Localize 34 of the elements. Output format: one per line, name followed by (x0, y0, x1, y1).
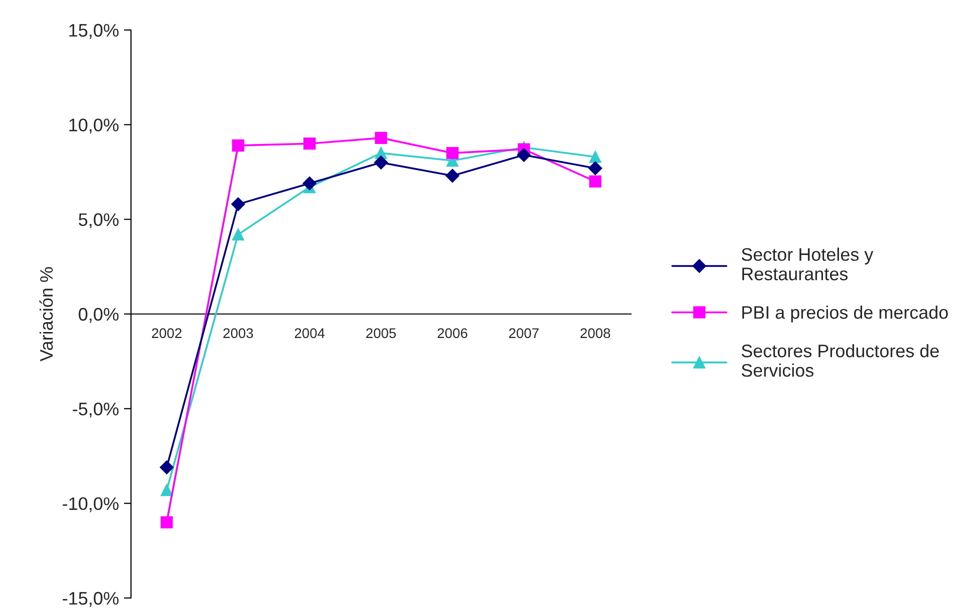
x-tick-label: 2003 (223, 328, 253, 338)
point (446, 168, 460, 183)
y-axis-title: Variación % (39, 267, 53, 362)
y-tick-label: 10,0% (69, 118, 119, 134)
y-tick-label: -5,0% (72, 402, 119, 418)
point (303, 138, 316, 150)
point (302, 176, 316, 190)
point (516, 148, 531, 162)
point (374, 132, 388, 144)
point (160, 460, 174, 474)
legend-label: Sector Hoteles y Restaurantes (742, 248, 874, 280)
x-tick-label: 2005 (366, 328, 396, 338)
legend-label: Sectores Productores de Servicios (742, 344, 939, 377)
point (232, 228, 244, 241)
x-tick-label: 2008 (580, 328, 610, 338)
point (589, 150, 602, 163)
point (231, 197, 246, 212)
x-tick-label: 2007 (509, 328, 539, 338)
point (446, 146, 459, 160)
point (232, 139, 244, 152)
y-tick-label: -15,0% (62, 592, 119, 607)
x-tick-label: 2006 (438, 328, 468, 338)
x-tick-label: 2004 (294, 328, 325, 338)
point (160, 516, 173, 528)
y-tick-label: 0,0% (78, 308, 119, 323)
point (160, 484, 173, 496)
x-tick-label: 2002 (152, 328, 182, 338)
point (589, 175, 602, 188)
y-tick-label: 15,0% (69, 24, 119, 39)
point (588, 161, 602, 176)
legend-label: PBI a precios de mercado (742, 306, 948, 322)
y-tick-label: -10,0% (62, 497, 119, 512)
y-tick-label: 5,0% (78, 213, 119, 228)
point (374, 156, 388, 170)
